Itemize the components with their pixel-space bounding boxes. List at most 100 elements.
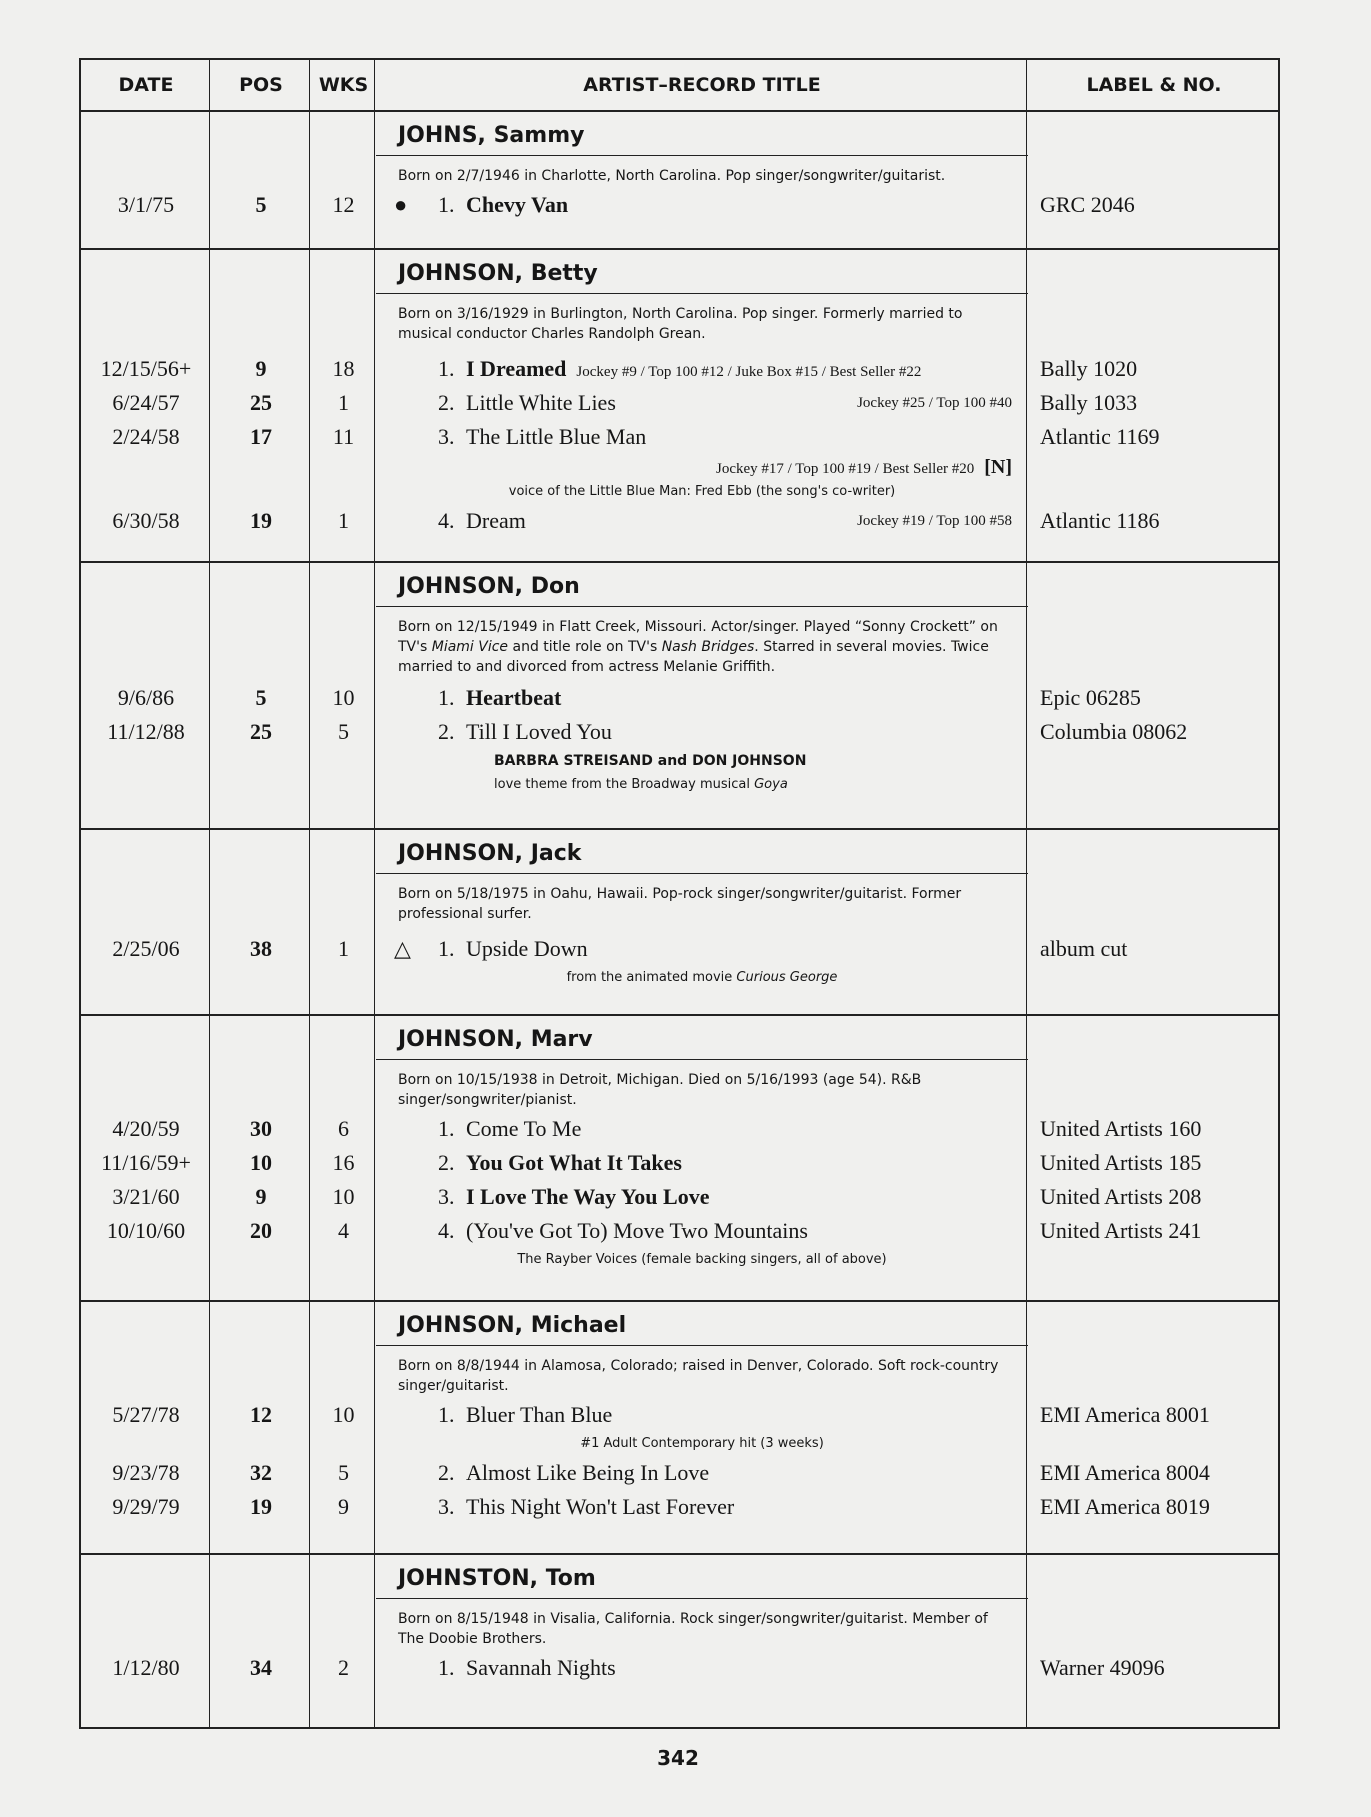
track-number: 4. bbox=[438, 508, 455, 533]
empty-cell bbox=[81, 563, 211, 607]
artist-section: JOHNSON, Marv Born on 10/15/1938 in Detro… bbox=[81, 1016, 1278, 1302]
track-number: 4. bbox=[438, 1218, 455, 1243]
track-row: 11/12/88 25 5 2. Till I Loved You Columbia 08… bbox=[81, 715, 1278, 749]
track-row: 5/27/78 12 10 1. Bluer Than Blue EMI America … bbox=[81, 1398, 1278, 1432]
record-title-cell: 4. (You've Got To) Move Two Mountains bbox=[376, 1214, 1028, 1248]
chart-date: 6/30/58 bbox=[112, 508, 180, 533]
track-number: 1. bbox=[438, 1116, 455, 1141]
empty-cell bbox=[311, 773, 376, 797]
empty-cell bbox=[211, 294, 311, 346]
record-title-wrap: Chevy Van bbox=[466, 188, 568, 222]
weeks-charted: 18 bbox=[332, 356, 355, 381]
header-pos: POS bbox=[239, 74, 283, 96]
empty-cell bbox=[1028, 830, 1280, 874]
record-title-wrap: This Night Won't Last Forever bbox=[466, 1490, 734, 1524]
empty-cell bbox=[211, 480, 311, 504]
empty-cell bbox=[311, 250, 376, 294]
header-label: LABEL & NO. bbox=[1086, 74, 1222, 96]
empty-cell bbox=[1028, 874, 1280, 926]
empty-cell bbox=[211, 830, 311, 874]
empty-cell bbox=[311, 294, 376, 346]
track-number: 3. bbox=[438, 1184, 455, 1209]
empty-cell bbox=[211, 156, 311, 188]
artist-name-row: JOHNSON, Michael bbox=[81, 1302, 1278, 1346]
empty-cell bbox=[1028, 1248, 1280, 1272]
empty-cell bbox=[81, 454, 211, 480]
record-note: BARBRA STREISAND and DON JOHNSON bbox=[376, 749, 1028, 773]
chart-date: 4/20/59 bbox=[112, 1116, 180, 1141]
chart-date: 9/23/78 bbox=[112, 1460, 180, 1485]
note-row: from the animated movie Curious George bbox=[81, 966, 1278, 990]
peak-position: 32 bbox=[250, 1460, 272, 1485]
empty-cell bbox=[311, 749, 376, 773]
record-title: Upside Down bbox=[466, 936, 588, 961]
record-label: Epic 06285 bbox=[1040, 685, 1141, 710]
record-note: love theme from the Broadway musical Goy… bbox=[376, 773, 1028, 797]
artist-section: JOHNSON, Betty Born on 3/16/1929 in Burli… bbox=[81, 250, 1278, 563]
empty-cell bbox=[81, 607, 211, 679]
empty-cell bbox=[311, 874, 376, 926]
track-number: 1. bbox=[438, 192, 455, 217]
chart-positions-line: Jockey #17 / Top 100 #19 / Best Seller #… bbox=[376, 454, 1028, 480]
track-row: 3/21/60 9 10 3. I Love The Way You Love Unite… bbox=[81, 1180, 1278, 1214]
track-number: 1. bbox=[438, 1655, 455, 1680]
note-row: #1 Adult Contemporary hit (3 weeks) bbox=[81, 1432, 1278, 1456]
empty-cell bbox=[311, 1599, 376, 1651]
record-label: album cut bbox=[1040, 936, 1128, 961]
page-number: 342 bbox=[657, 1746, 699, 1770]
weeks-charted: 10 bbox=[332, 1184, 355, 1209]
note-text: voice of the Little Blue Man: Fred Ebb (… bbox=[508, 484, 896, 499]
empty-cell bbox=[311, 607, 376, 679]
track-number: 2. bbox=[438, 390, 455, 415]
peak-position: 10 bbox=[250, 1150, 272, 1175]
weeks-charted: 16 bbox=[332, 1150, 355, 1175]
artist-section: JOHNS, Sammy Born on 2/7/1946 in Charlott… bbox=[81, 112, 1278, 250]
track-number: 2. bbox=[438, 1150, 455, 1175]
empty-cell bbox=[311, 1432, 376, 1456]
bio-text: Born on 12/15/1949 in Flatt Creek, Misso… bbox=[398, 619, 998, 655]
artist-name-row: JOHNSON, Jack bbox=[81, 830, 1278, 874]
track-row: 11/16/59+ 10 16 2. You Got What It Takes Unit… bbox=[81, 1146, 1278, 1180]
artist-name: JOHNSON, Michael bbox=[376, 1302, 1028, 1346]
peak-position: 30 bbox=[250, 1116, 272, 1141]
peak-position: 5 bbox=[255, 192, 267, 217]
empty-cell bbox=[81, 773, 211, 797]
artist-section: JOHNSTON, Tom Born on 8/15/1948 in Visali… bbox=[81, 1555, 1278, 1727]
record-title-cell: △ 1. Upside Down bbox=[376, 932, 1028, 966]
empty-cell bbox=[311, 830, 376, 874]
artist-name-row: JOHNSTON, Tom bbox=[81, 1555, 1278, 1599]
artist-bio: Born on 8/8/1944 in Alamosa, Colorado; r… bbox=[376, 1346, 1028, 1398]
empty-cell bbox=[211, 966, 311, 990]
empty-cell bbox=[1028, 480, 1280, 504]
note-row: The Rayber Voices (female backing singer… bbox=[81, 1248, 1278, 1272]
empty-cell bbox=[1028, 112, 1280, 156]
empty-cell bbox=[211, 1346, 311, 1398]
bio-row: Born on 8/15/1948 in Visalia, California… bbox=[81, 1599, 1278, 1651]
track-number: 1. bbox=[438, 1402, 455, 1427]
chart-date: 9/29/79 bbox=[112, 1494, 180, 1519]
record-title: Bluer Than Blue bbox=[466, 1402, 613, 1427]
column-divider bbox=[374, 60, 375, 1727]
note-row: voice of the Little Blue Man: Fred Ebb (… bbox=[81, 480, 1278, 504]
empty-cell bbox=[311, 1346, 376, 1398]
empty-cell bbox=[211, 749, 311, 773]
chart-history-table: DATE POS WKS ARTIST–RECORD TITLE LABEL &… bbox=[79, 58, 1280, 1729]
record-title-cell: 4. Dream Jockey #19 / Top 100 #58 bbox=[376, 504, 1028, 538]
weeks-charted: 1 bbox=[338, 390, 349, 415]
weeks-charted: 9 bbox=[338, 1494, 349, 1519]
empty-cell bbox=[211, 607, 311, 679]
empty-cell bbox=[1028, 607, 1280, 679]
weeks-charted: 5 bbox=[338, 1460, 349, 1485]
track-row: 9/6/86 5 10 1. Heartbeat Epic 06285 bbox=[81, 681, 1278, 715]
empty-cell bbox=[211, 773, 311, 797]
artist-name: JOHNSON, Don bbox=[376, 563, 1028, 607]
track-row: 9/29/79 19 9 3. This Night Won't Last Foreve… bbox=[81, 1490, 1278, 1524]
artist-bio: Born on 10/15/1938 in Detroit, Michigan.… bbox=[376, 1060, 1028, 1112]
novelty-tag: [N] bbox=[984, 456, 1012, 478]
empty-cell bbox=[1028, 454, 1280, 480]
bio-row: Born on 10/15/1938 in Detroit, Michigan.… bbox=[81, 1060, 1278, 1112]
record-label: United Artists 185 bbox=[1040, 1150, 1202, 1175]
empty-cell bbox=[211, 1599, 311, 1651]
bio-text: and title role on TV's bbox=[508, 639, 662, 655]
artist-section: JOHNSON, Jack Born on 5/18/1975 in Oahu, … bbox=[81, 830, 1278, 1016]
